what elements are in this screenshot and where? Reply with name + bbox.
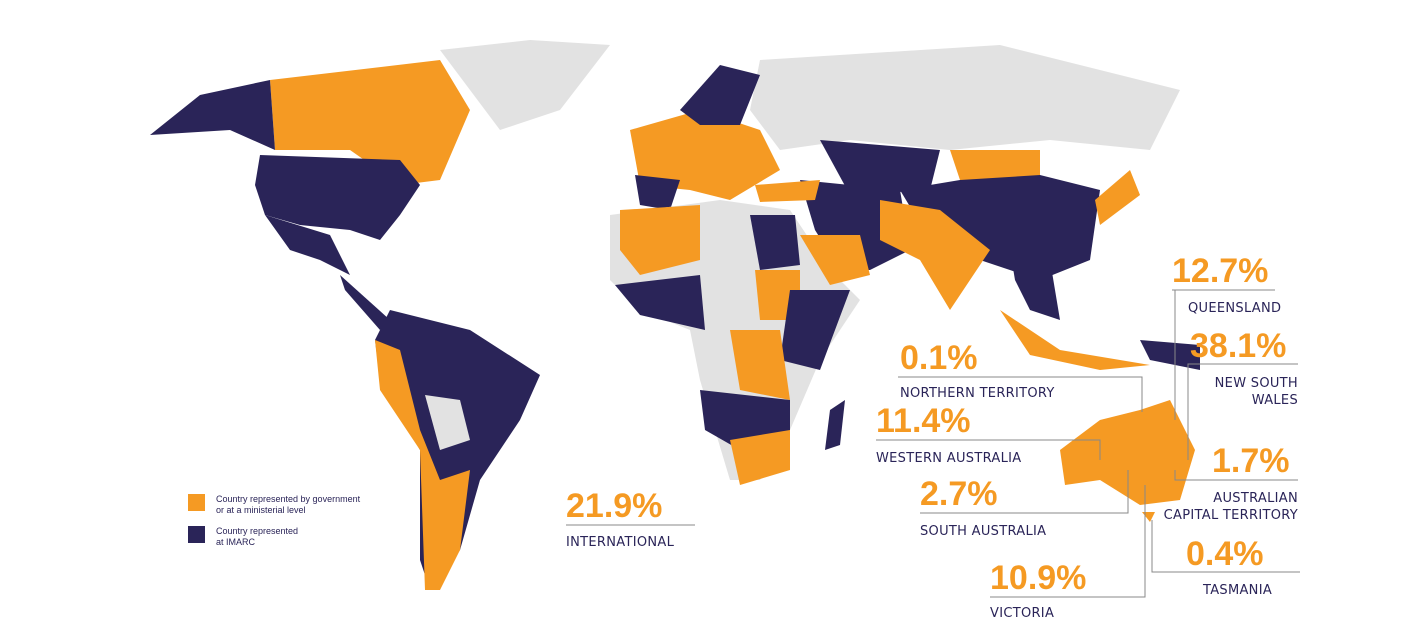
- japan: [1095, 170, 1140, 225]
- south-east-asia: [1010, 250, 1060, 320]
- stat-label: NORTHERN TERRITORY: [900, 386, 1055, 401]
- russia: [750, 45, 1180, 150]
- south-africa: [730, 430, 790, 485]
- stat-value: 1.7%: [1212, 442, 1290, 480]
- legend-swatch: [188, 494, 205, 511]
- stat-label: CAPITAL TERRITORY: [1164, 508, 1298, 523]
- madagascar: [825, 400, 845, 450]
- stat-value: 12.7%: [1172, 252, 1268, 290]
- china: [900, 175, 1100, 280]
- leader-line: [898, 376, 1143, 412]
- east-africa: [780, 290, 850, 370]
- stat-value: 0.4%: [1186, 535, 1264, 573]
- leader-line: [990, 485, 1146, 598]
- central-america: [340, 275, 390, 330]
- leader-line: [1174, 470, 1298, 481]
- papua-new-guinea: [1140, 340, 1200, 370]
- south-america: [375, 310, 540, 590]
- legend-label: Country represented by government: [216, 494, 361, 504]
- stat-label: WALES: [1252, 393, 1298, 408]
- legend: Country represented by government or at …: [188, 494, 361, 547]
- indonesia: [1000, 310, 1150, 370]
- mongolia: [950, 150, 1040, 180]
- legend-label: at IMARC: [216, 537, 256, 547]
- stat-label: VICTORIA: [990, 606, 1054, 621]
- stat-label: INTERNATIONAL: [566, 535, 675, 550]
- turkey: [755, 180, 820, 202]
- scandinavia: [680, 65, 760, 125]
- central-africa: [730, 330, 790, 400]
- stat-label: NEW SOUTH: [1215, 376, 1298, 391]
- bolivia: [425, 395, 470, 450]
- leader-lines: [566, 289, 1300, 598]
- west-africa: [615, 275, 705, 330]
- stat-value: 38.1%: [1190, 327, 1286, 365]
- stat-value: 11.4%: [876, 402, 971, 440]
- stat-value: 2.7%: [920, 475, 998, 513]
- egypt: [750, 215, 800, 270]
- stat-label: TASMANIA: [1202, 583, 1272, 598]
- india: [880, 200, 990, 310]
- stat-value: 0.1%: [900, 339, 978, 377]
- north-west-africa: [620, 205, 700, 275]
- usa: [255, 155, 420, 240]
- stat-label: WESTERN AUSTRALIA: [876, 451, 1021, 466]
- world-map: [150, 40, 1200, 590]
- leader-line: [876, 439, 1101, 460]
- stat-value: 21.9%: [566, 487, 662, 525]
- australia: [1060, 400, 1195, 505]
- mexico: [265, 215, 350, 275]
- andes-countries: [375, 340, 470, 590]
- leader-line: [1187, 363, 1298, 460]
- legend-label: Country represented: [216, 526, 298, 536]
- saudi-arabia: [800, 235, 870, 285]
- iberia: [635, 175, 680, 210]
- stat-label: QUEENSLAND: [1188, 301, 1281, 316]
- europe: [630, 110, 780, 200]
- tasmania: [1142, 512, 1155, 522]
- leader-line: [920, 470, 1129, 514]
- stats: 12.7% QUEENSLAND 0.1% NORTHERN TERRITORY…: [566, 252, 1298, 621]
- central-asia: [820, 140, 940, 195]
- stat-value: 10.9%: [990, 559, 1086, 597]
- canada: [270, 60, 470, 185]
- leader-line: [1151, 520, 1300, 573]
- stat-label: SOUTH AUSTRALIA: [920, 524, 1046, 539]
- stat-label: AUSTRALIAN: [1213, 491, 1298, 506]
- alaska: [150, 80, 275, 150]
- legend-swatch: [188, 526, 205, 543]
- legend-label: or at a ministerial level: [216, 505, 306, 515]
- greenland: [440, 40, 610, 130]
